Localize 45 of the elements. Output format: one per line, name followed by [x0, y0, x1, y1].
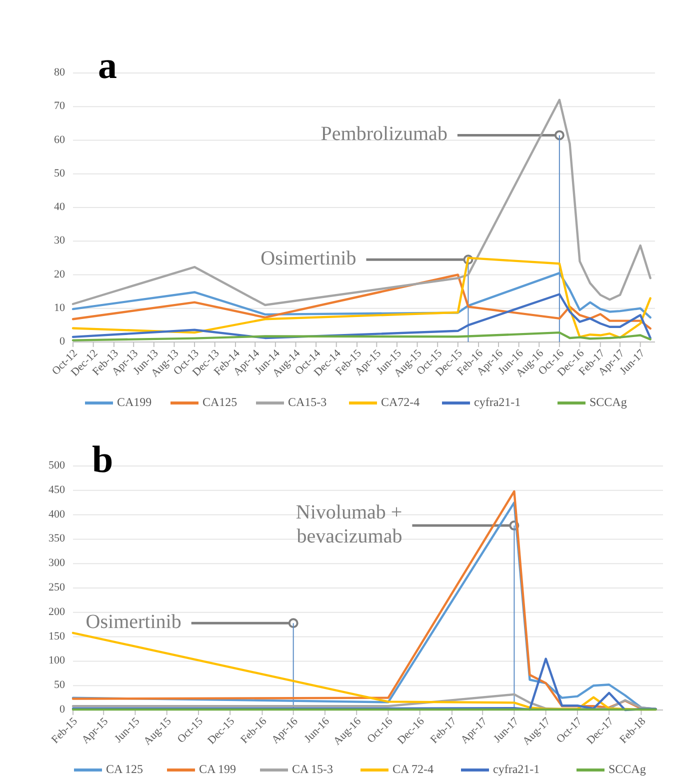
y-tick-label: 300	[48, 557, 66, 570]
y-tick-label: 350	[48, 532, 66, 545]
line-series	[72, 274, 652, 330]
legend-label: CA 72-4	[392, 762, 434, 776]
y-tick-label: 0	[60, 336, 66, 348]
y-tick-label: 60	[54, 134, 66, 146]
y-tick-label: 250	[48, 582, 66, 594]
annotation: Pembrolizumab	[320, 122, 448, 145]
legend-label: CA125	[202, 394, 238, 409]
y-tick-label: 150	[48, 630, 66, 642]
y-tick-label: 100	[48, 654, 66, 667]
annotation: Osimertinib	[86, 610, 182, 633]
legend-label: CA 15-3	[292, 762, 334, 776]
line-series	[72, 693, 657, 710]
line-series	[72, 658, 657, 712]
legend-label: cyfra21-1	[493, 762, 540, 776]
chart-title: b	[92, 439, 114, 481]
legend-label: SCCAg	[590, 394, 627, 409]
legend-label: CA 125	[106, 762, 144, 776]
y-tick-label: 50	[54, 679, 66, 692]
annotation: Nivolumab + bevacizumab	[296, 501, 402, 548]
y-tick-label: 200	[48, 606, 66, 618]
legend-label: CA199	[117, 394, 152, 409]
legend-label: CA72-4	[381, 394, 420, 409]
y-tick-label: 10	[54, 302, 66, 314]
y-tick-label: 500	[48, 460, 66, 472]
line-series	[72, 272, 652, 319]
y-tick-label: 70	[54, 100, 66, 112]
y-tick-label: 40	[54, 201, 66, 214]
y-tick-label: 30	[54, 234, 66, 247]
y-tick-label: 50	[54, 167, 66, 180]
y-tick-label: 450	[48, 484, 66, 496]
annotation: Osimertinib	[260, 247, 356, 270]
legend-label: SCCAg	[608, 762, 646, 776]
legend-label: CA15-3	[288, 394, 327, 409]
line-series	[72, 331, 652, 342]
legend-label: cyfra21-1	[474, 394, 521, 409]
line-series	[72, 98, 652, 306]
y-tick-label: 0	[60, 704, 66, 716]
legend-label: CA 199	[199, 762, 236, 776]
y-tick-label: 80	[54, 66, 66, 79]
chart-title: a	[98, 45, 117, 87]
y-tick-label: 20	[54, 268, 66, 280]
y-tick-label: 400	[48, 508, 66, 520]
line-series	[72, 293, 652, 340]
